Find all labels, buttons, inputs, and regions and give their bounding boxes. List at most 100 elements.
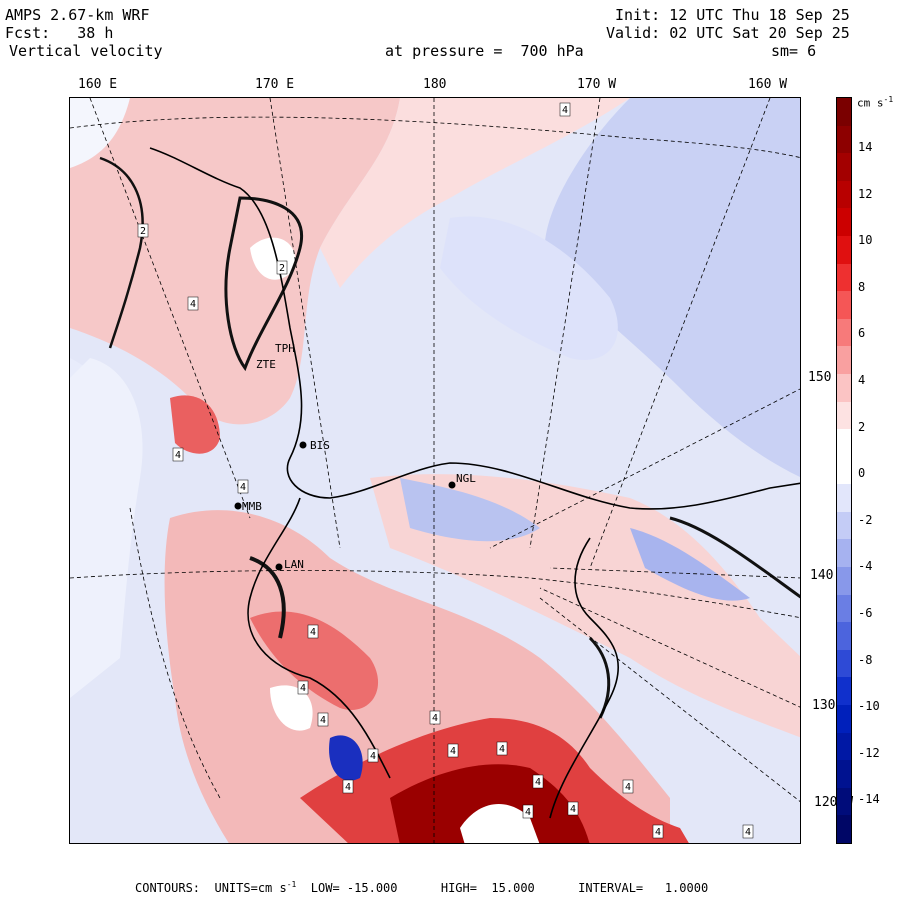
colorbar-tick-label: -14 [858,792,880,807]
colorbar-segment [837,511,851,540]
contour-info: CONTOURS: UNITS=cm s-1 LOW= -15.000 HIGH… [135,880,708,895]
field-center-blue-band [400,478,540,542]
colorbar-segment [837,760,851,789]
contour-label: 4 [570,804,576,815]
colorbar-units-sup: -1 [883,95,894,104]
colorbar-segment [837,373,851,402]
contour-label: 4 [562,105,568,116]
contour-label: 4 [525,807,531,818]
meridian-170w [529,98,601,549]
footer-contours: CONTOURS: UNITS=cm s [135,881,287,895]
field-east-blue-band [630,528,750,601]
meridian-170e [269,98,341,549]
colorbar-tick-label: 6 [858,326,866,341]
station-label-lan: LAN [284,558,304,571]
station-dot-bis [299,441,307,449]
colorbar-segment [837,291,851,320]
contour-label: 4 [300,683,306,694]
contour-label: 2 [279,263,285,274]
valid-time: Valid: 02 UTC Sat 20 Sep 25 [606,24,850,42]
map-svg: BIS NGL LAN TPH ZTE MMB 4 2 4 4 2 4 4 4 [70,98,800,843]
contour-label: 4 [345,782,351,793]
coastline-peninsula [549,537,620,819]
footer-range: LOW= -15.000 HIGH= 15.000 INTERVAL= 1.00… [296,881,709,895]
lon-label-170e: 170 E [255,77,295,92]
terrain-mask-south [460,804,540,843]
station-label-tph: TPH [275,342,295,355]
colorbar-tick-label: -4 [858,559,873,574]
forecast-hour: Fcst: 38 h [5,24,114,42]
colorbar-tick-label: 8 [858,279,866,294]
mountain-contours-east [669,516,800,599]
colorbar-segment [837,622,851,651]
colorbar-tick-label: -10 [858,699,880,714]
station-label-zte: ZTE [256,358,276,371]
parallel-south [70,570,800,619]
contour-label: 4 [240,482,246,493]
lon-label-160w: 160 W [748,77,788,92]
contour-label: 4 [175,450,181,461]
colorbar-tick-label: -12 [858,745,880,760]
field-center-negative [440,216,618,360]
lon-label-160e: 160 E [78,77,118,92]
init-time: Init: 12 UTC Thu 18 Sep 25 [615,6,850,24]
colorbar-tick-label: -6 [858,606,873,620]
colorbar-segment [837,594,851,623]
station-label-ngl: NGL [456,472,476,485]
colorbar-segment [837,401,851,430]
ascent-island [170,395,220,454]
colorbar-segment [837,732,851,761]
contour-label: 4 [432,713,438,724]
station-dot-mmb [234,502,242,510]
contour-label: 4 [310,627,316,638]
colorbar-units-text: cm s [857,96,884,110]
meridian-150w [489,388,800,549]
station-dot-ngl [448,481,456,489]
colorbar-segment [837,815,851,844]
field-north-positive [320,98,630,288]
colorbar-segment [837,263,851,292]
colorbar-segment [837,180,851,209]
colorbar-segment [837,153,851,182]
colorbar-segment [837,649,851,678]
footer-units-sup: -1 [286,880,297,889]
contour-label: 4 [190,299,196,310]
colorbar-segment [837,677,851,706]
contour-label: 4 [370,751,376,762]
station-label-bis: BIS [310,439,330,452]
colorbar-segment [837,567,851,596]
colorbar-tick-label: 2 [858,419,866,434]
contour-label: 4 [655,827,661,838]
colorbar-tick-label: 12 [858,186,873,201]
colorbar-segment [837,787,851,816]
meridian-130w [539,587,800,708]
contour-label: 4 [535,777,541,788]
coastline-south [247,497,391,779]
field-name: Vertical velocity [9,42,163,60]
parallel-west [129,507,221,799]
mountain-contours-west [99,156,144,349]
field-west-positive [70,98,400,425]
model-title: AMPS 2.67-km WRF [5,6,150,24]
ice-shelf-west [70,358,143,698]
colorbar-segment [837,705,851,734]
colorbar-segment [837,456,851,485]
mountain-contours-coast [249,556,286,639]
contour-label: 4 [450,746,456,757]
colorbar-segment [837,346,851,375]
colorbar-segment [837,318,851,347]
parallel-north [70,116,800,158]
pressure-level: at pressure = 700 hPa [385,42,584,60]
contour-label: 4 [499,744,505,755]
colorbar-segment [837,484,851,513]
colorbar-tick-label: 10 [858,233,873,248]
colorbar-segment [837,208,851,237]
colorbar-tick-label: 4 [858,373,866,387]
colorbar-units: cm s-1 [857,95,893,110]
contour-label: 4 [625,782,631,793]
contour-label: 4 [745,827,751,838]
smoothing-value: sm= 6 [771,42,817,60]
colorbar-segment [837,539,851,568]
colorbar-tick-label: -8 [858,652,873,667]
lon-label-180: 180 [423,77,447,92]
